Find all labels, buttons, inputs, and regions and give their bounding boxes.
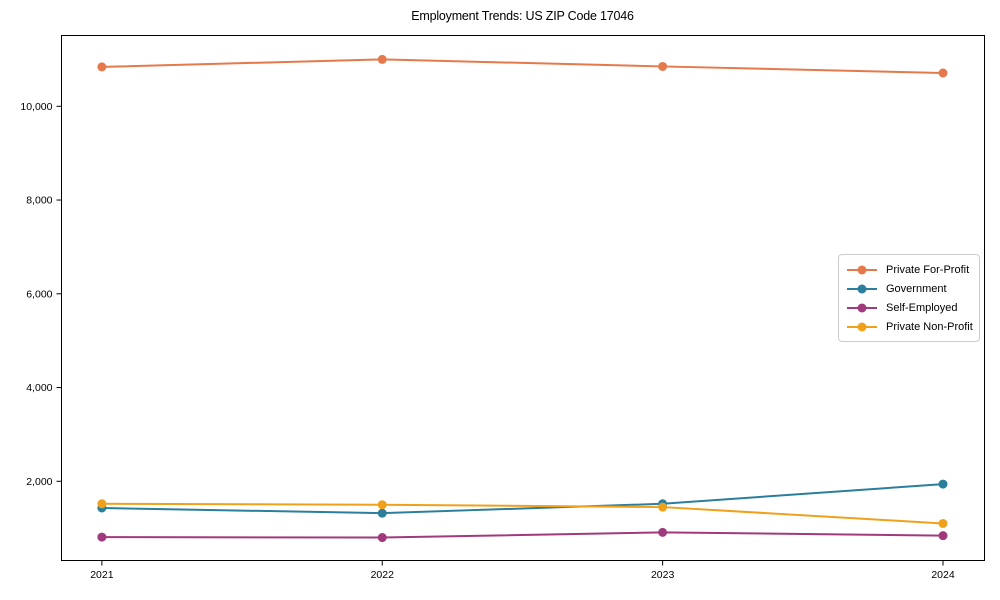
legend-item-government: Government: [845, 279, 973, 298]
data-point-private-non-profit-2023: [658, 502, 668, 512]
legend-swatch-self-employed: [847, 303, 877, 312]
chart-title: Employment Trends: US ZIP Code 17046: [411, 9, 634, 23]
data-point-government-2022: [377, 508, 387, 518]
y-tick-label: 4,000: [26, 382, 52, 394]
plot-frame: [61, 35, 985, 561]
x-tick-label: 2021: [90, 569, 114, 581]
x-tick-label: 2022: [371, 569, 395, 581]
legend-item-label: Self-Employed: [886, 301, 958, 314]
x-tick-label: 2023: [651, 569, 675, 581]
data-point-private-for-profit-2021: [97, 62, 107, 72]
data-point-private-non-profit-2022: [377, 500, 387, 510]
legend-item-private-non-profit: Private Non-Profit: [845, 317, 973, 336]
data-point-self-employed-2023: [658, 527, 668, 537]
data-point-private-non-profit-2024: [938, 518, 948, 528]
legend-swatch-private-non-profit: [847, 322, 877, 331]
y-tick-label: 8,000: [26, 195, 52, 207]
data-point-government-2024: [938, 479, 948, 489]
series-line-self-employed: [101, 531, 944, 539]
data-point-private-non-profit-2021: [97, 499, 107, 509]
legend-item-self-employed: Self-Employed: [845, 298, 973, 317]
legend-item-label: Private For-Profit: [886, 263, 970, 276]
series-line-government: [101, 483, 944, 515]
series-line-private-non-profit: [101, 502, 944, 525]
legend-swatch-private-for-profit: [847, 265, 877, 274]
series-line-private-for-profit: [101, 58, 944, 74]
y-tick-label: 10,000: [20, 101, 52, 113]
legend-item-label: Private Non-Profit: [886, 320, 973, 333]
data-point-private-for-profit-2022: [377, 54, 387, 64]
data-point-self-employed-2024: [938, 531, 948, 541]
legend-item-private-for-profit: Private For-Profit: [845, 260, 973, 279]
legend: Private For-Profit Government Self-Employe…: [838, 254, 980, 342]
y-tick-label: 6,000: [26, 288, 52, 300]
data-point-self-employed-2021: [97, 532, 107, 542]
data-point-private-for-profit-2023: [658, 61, 668, 71]
y-tick-label: 2,000: [26, 476, 52, 488]
legend-swatch-government: [847, 284, 877, 293]
data-point-self-employed-2022: [377, 533, 387, 543]
data-point-private-for-profit-2024: [938, 68, 948, 78]
legend-item-label: Government: [886, 282, 947, 295]
x-tick-label: 2024: [931, 569, 955, 581]
